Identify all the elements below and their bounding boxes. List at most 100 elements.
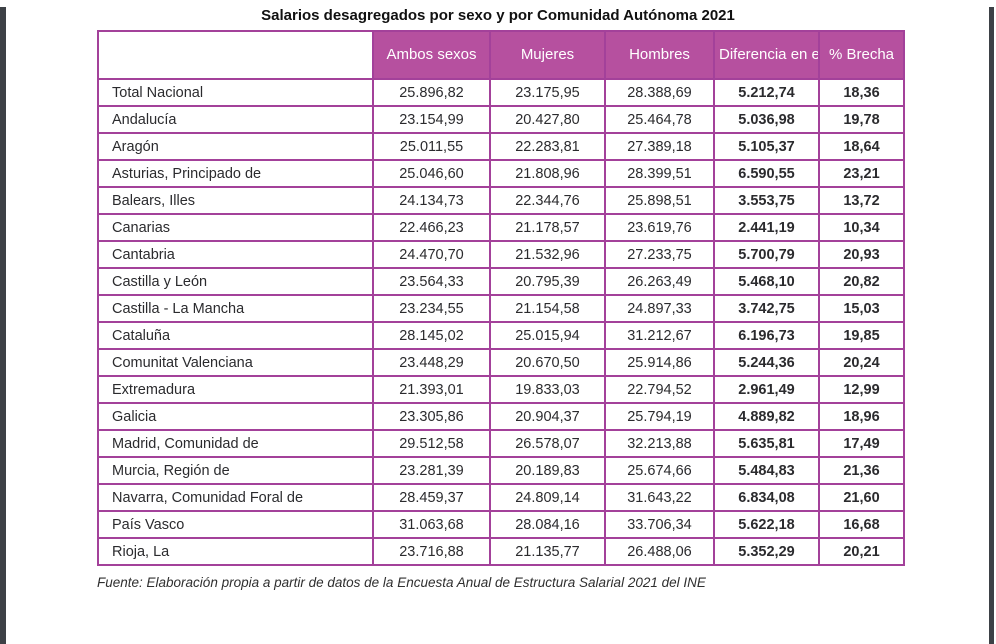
table-row: Madrid, Comunidad de 29.512,58 26.578,07… xyxy=(97,429,905,458)
mujeres-cell: 20.904,37 xyxy=(489,402,606,431)
corner-cell xyxy=(97,30,374,80)
hombres-cell: 25.464,78 xyxy=(604,105,715,134)
region-cell: Canarias xyxy=(97,213,374,242)
brecha-cell: 18,36 xyxy=(818,78,905,107)
ambos-sexos-cell: 25.046,60 xyxy=(372,159,491,188)
source-note: Fuente: Elaboración propia a partir de d… xyxy=(97,575,706,590)
mujeres-cell: 21.154,58 xyxy=(489,294,606,323)
ambos-sexos-cell: 23.448,29 xyxy=(372,348,491,377)
region-cell: Aragón xyxy=(97,132,374,161)
mujeres-cell: 23.175,95 xyxy=(489,78,606,107)
diferencia-cell: 5.244,36 xyxy=(713,348,820,377)
ambos-sexos-cell: 23.281,39 xyxy=(372,456,491,485)
ambos-sexos-cell: 28.459,37 xyxy=(372,483,491,512)
brecha-cell: 16,68 xyxy=(818,510,905,539)
hombres-cell: 28.399,51 xyxy=(604,159,715,188)
mujeres-cell: 21.532,96 xyxy=(489,240,606,269)
diferencia-cell: 3.553,75 xyxy=(713,186,820,215)
brecha-cell: 13,72 xyxy=(818,186,905,215)
brecha-cell: 20,82 xyxy=(818,267,905,296)
brecha-cell: 21,60 xyxy=(818,483,905,512)
hombres-cell: 28.388,69 xyxy=(604,78,715,107)
diferencia-cell: 2.961,49 xyxy=(713,375,820,404)
diferencia-cell: 4.889,82 xyxy=(713,402,820,431)
table-row: Total Nacional 25.896,82 23.175,95 28.38… xyxy=(97,78,905,107)
table-row: Murcia, Región de 23.281,39 20.189,83 25… xyxy=(97,456,905,485)
region-cell: Castilla y León xyxy=(97,267,374,296)
ambos-sexos-cell: 31.063,68 xyxy=(372,510,491,539)
table-body: Total Nacional 25.896,82 23.175,95 28.38… xyxy=(97,78,905,566)
ambos-sexos-cell: 25.011,55 xyxy=(372,132,491,161)
hombres-cell: 32.213,88 xyxy=(604,429,715,458)
table-row: Comunitat Valenciana 23.448,29 20.670,50… xyxy=(97,348,905,377)
table-row: Cantabria 24.470,70 21.532,96 27.233,75 … xyxy=(97,240,905,269)
ambos-sexos-cell: 23.716,88 xyxy=(372,537,491,566)
ambos-sexos-cell: 23.305,86 xyxy=(372,402,491,431)
mujeres-cell: 25.015,94 xyxy=(489,321,606,350)
table-row: Extremadura 21.393,01 19.833,03 22.794,5… xyxy=(97,375,905,404)
region-cell: Galicia xyxy=(97,402,374,431)
diferencia-cell: 3.742,75 xyxy=(713,294,820,323)
table-row: Andalucía 23.154,99 20.427,80 25.464,78 … xyxy=(97,105,905,134)
hombres-cell: 27.233,75 xyxy=(604,240,715,269)
hombres-cell: 31.643,22 xyxy=(604,483,715,512)
ambos-sexos-cell: 24.134,73 xyxy=(372,186,491,215)
region-cell: Andalucía xyxy=(97,105,374,134)
ambos-sexos-cell: 29.512,58 xyxy=(372,429,491,458)
diferencia-cell: 5.468,10 xyxy=(713,267,820,296)
mujeres-cell: 20.189,83 xyxy=(489,456,606,485)
region-cell: Asturias, Principado de xyxy=(97,159,374,188)
region-cell: Castilla - La Mancha xyxy=(97,294,374,323)
table-row: Castilla y León 23.564,33 20.795,39 26.2… xyxy=(97,267,905,296)
col-header-mujeres: Mujeres xyxy=(489,30,606,80)
ambos-sexos-cell: 25.896,82 xyxy=(372,78,491,107)
region-cell: Cataluña xyxy=(97,321,374,350)
brecha-cell: 20,24 xyxy=(818,348,905,377)
table-row: Aragón 25.011,55 22.283,81 27.389,18 5.1… xyxy=(97,132,905,161)
diferencia-cell: 5.484,83 xyxy=(713,456,820,485)
table-row: Canarias 22.466,23 21.178,57 23.619,76 2… xyxy=(97,213,905,242)
diferencia-cell: 2.441,19 xyxy=(713,213,820,242)
table-row: Navarra, Comunidad Foral de 28.459,37 24… xyxy=(97,483,905,512)
mujeres-cell: 26.578,07 xyxy=(489,429,606,458)
mujeres-cell: 21.135,77 xyxy=(489,537,606,566)
hombres-cell: 25.794,19 xyxy=(604,402,715,431)
region-cell: Total Nacional xyxy=(97,78,374,107)
salary-table: Ambos sexos Mujeres Hombres Diferencia e… xyxy=(97,30,905,566)
diferencia-cell: 6.834,08 xyxy=(713,483,820,512)
right-edge-bar xyxy=(989,7,994,644)
diferencia-cell: 5.105,37 xyxy=(713,132,820,161)
hombres-cell: 31.212,67 xyxy=(604,321,715,350)
hombres-cell: 33.706,34 xyxy=(604,510,715,539)
diferencia-cell: 5.352,29 xyxy=(713,537,820,566)
brecha-cell: 20,93 xyxy=(818,240,905,269)
brecha-cell: 17,49 xyxy=(818,429,905,458)
table-header: Ambos sexos Mujeres Hombres Diferencia e… xyxy=(97,30,905,80)
table-title: Salarios desagregados por sexo y por Com… xyxy=(261,7,735,24)
table-row: Cataluña 28.145,02 25.015,94 31.212,67 6… xyxy=(97,321,905,350)
hombres-cell: 25.914,86 xyxy=(604,348,715,377)
mujeres-cell: 21.808,96 xyxy=(489,159,606,188)
region-cell: Balears, Illes xyxy=(97,186,374,215)
hombres-cell: 25.898,51 xyxy=(604,186,715,215)
table-row: Castilla - La Mancha 23.234,55 21.154,58… xyxy=(97,294,905,323)
diferencia-cell: 5.212,74 xyxy=(713,78,820,107)
brecha-cell: 23,21 xyxy=(818,159,905,188)
hombres-cell: 26.488,06 xyxy=(604,537,715,566)
region-cell: País Vasco xyxy=(97,510,374,539)
ambos-sexos-cell: 23.234,55 xyxy=(372,294,491,323)
mujeres-cell: 20.427,80 xyxy=(489,105,606,134)
diferencia-cell: 5.036,98 xyxy=(713,105,820,134)
region-cell: Cantabria xyxy=(97,240,374,269)
mujeres-cell: 22.283,81 xyxy=(489,132,606,161)
brecha-cell: 21,36 xyxy=(818,456,905,485)
region-cell: Rioja, La xyxy=(97,537,374,566)
brecha-cell: 18,96 xyxy=(818,402,905,431)
hombres-cell: 25.674,66 xyxy=(604,456,715,485)
region-cell: Madrid, Comunidad de xyxy=(97,429,374,458)
diferencia-cell: 5.622,18 xyxy=(713,510,820,539)
region-cell: Extremadura xyxy=(97,375,374,404)
table-row: Galicia 23.305,86 20.904,37 25.794,19 4.… xyxy=(97,402,905,431)
ambos-sexos-cell: 28.145,02 xyxy=(372,321,491,350)
diferencia-cell: 5.700,79 xyxy=(713,240,820,269)
